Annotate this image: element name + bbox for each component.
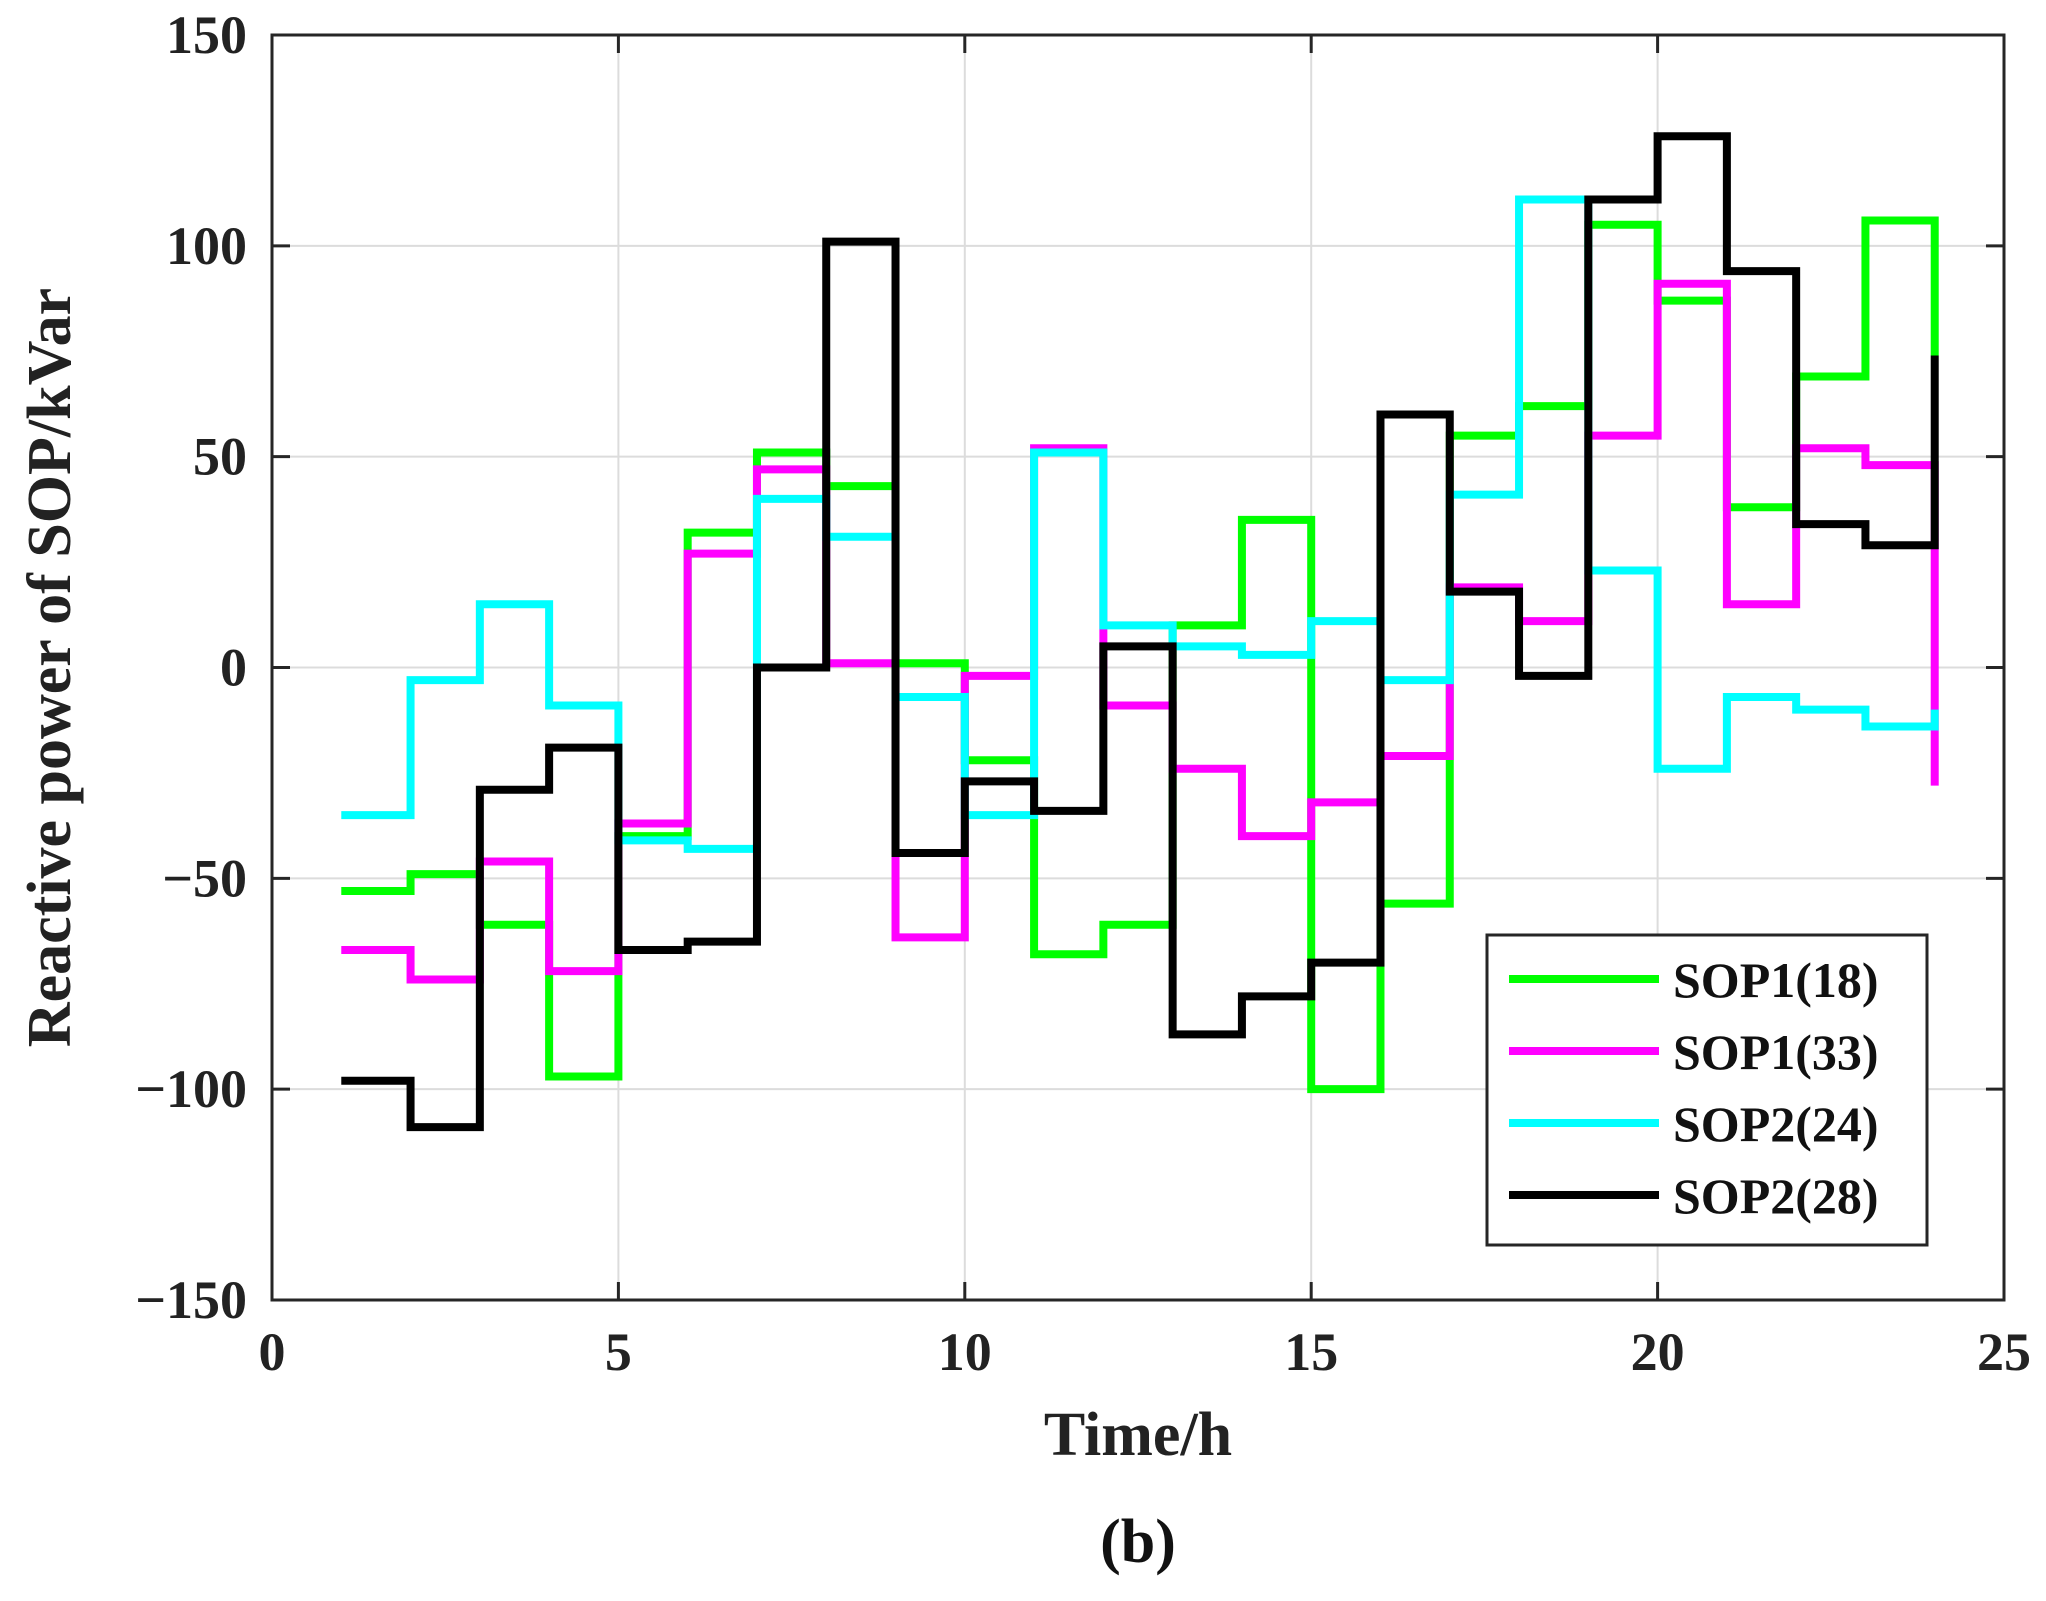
x-tick-label: 0	[259, 1322, 286, 1382]
y-axis-label: Reactive power of SOP/kVar	[16, 288, 84, 1047]
y-tick-label: 100	[166, 216, 247, 276]
legend: SOP1(18) SOP1(33) SOP2(24) SOP2(28)	[1485, 933, 1929, 1247]
x-axis-label: Time/h	[1044, 1401, 1232, 1469]
series-line-sop2-28	[341, 132, 1939, 1132]
panel-label: (b)	[1100, 1508, 1176, 1576]
legend-label-sop2-28: SOP2(28)	[1673, 1168, 1879, 1224]
series-layer	[341, 132, 1939, 1132]
tick-marks	[270, 33, 2006, 1302]
y-tick-label: 150	[166, 5, 247, 65]
y-tick-label: −100	[135, 1059, 247, 1119]
legend-box	[1485, 933, 1929, 1247]
legend-label-sop2-24: SOP2(24)	[1673, 1096, 1879, 1152]
x-tick-label: 5	[605, 1322, 632, 1382]
legend-label-sop1-33: SOP1(33)	[1673, 1024, 1879, 1080]
x-tick-label: 10	[938, 1322, 992, 1382]
legend-label-sop1-18: SOP1(18)	[1673, 952, 1879, 1008]
x-tick-label: 15	[1284, 1322, 1338, 1382]
legend-entries: SOP1(18) SOP1(33) SOP2(24) SOP2(28)	[1509, 952, 1879, 1224]
y-tick-label: 50	[193, 427, 247, 487]
y-tick-label: 0	[220, 638, 247, 698]
y-tick-label: −150	[135, 1270, 247, 1330]
grid-lines	[272, 35, 2004, 1300]
x-tick-label: 25	[1977, 1322, 2031, 1382]
y-tick-label: −50	[162, 848, 247, 908]
x-tick-label: 20	[1631, 1322, 1685, 1382]
tick-labels: 0 5 10 15 20 25 −150 −100 −50 0 50 100 150	[135, 5, 2031, 1382]
